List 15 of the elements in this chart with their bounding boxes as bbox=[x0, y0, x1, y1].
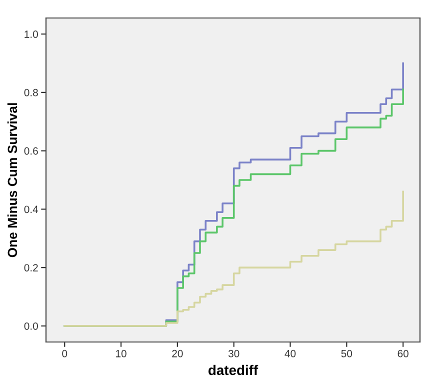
x-tick-label: 60 bbox=[398, 350, 408, 358]
x-tick-label: 10 bbox=[116, 350, 126, 358]
y-tick-label: 0.2 bbox=[24, 264, 38, 272]
y-tick-label: 0.4 bbox=[24, 206, 38, 214]
y-tick-label: 0.6 bbox=[24, 147, 38, 155]
x-tick-label: 40 bbox=[284, 350, 296, 358]
x-tick-label: 0 bbox=[62, 350, 68, 358]
x-tick-label: 20 bbox=[172, 350, 183, 358]
y-tick-label: 1.0 bbox=[24, 30, 38, 38]
y-axis-title: One Minus Cum Survival bbox=[7, 103, 18, 258]
y-tick-label: 0.8 bbox=[24, 88, 38, 96]
y-tick-label: 0.0 bbox=[24, 322, 38, 330]
x-tick-label: 50 bbox=[341, 350, 352, 358]
x-axis-title: datediff bbox=[208, 364, 258, 376]
x-tick-label: 30 bbox=[228, 350, 240, 358]
